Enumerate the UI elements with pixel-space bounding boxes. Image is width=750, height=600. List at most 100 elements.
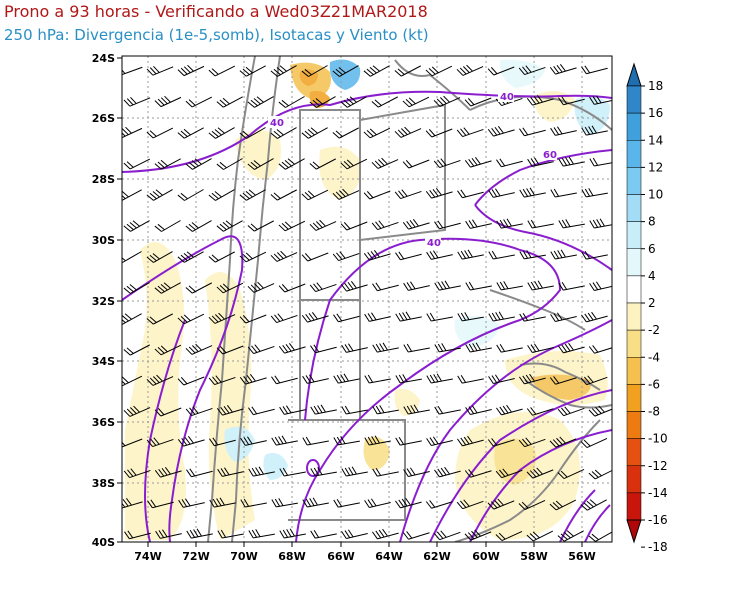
isotach-line <box>584 504 611 542</box>
wind-barb <box>309 158 336 170</box>
wind-barb <box>340 221 368 231</box>
wind-barb <box>123 220 150 232</box>
wind-barb <box>185 343 213 355</box>
wind-barb <box>248 406 275 416</box>
isotach-line <box>399 319 612 542</box>
wind-barb <box>270 65 297 77</box>
lat-label: 40S <box>92 536 115 549</box>
convergence-area <box>394 388 420 416</box>
wind-barb <box>402 159 430 169</box>
wind-barb <box>488 250 515 260</box>
wind-barb <box>154 220 181 232</box>
wind-barb <box>177 436 205 447</box>
wind-barb <box>550 312 577 322</box>
wind-barb <box>147 499 174 509</box>
wind-barb <box>278 96 305 108</box>
wind-barb <box>364 312 391 322</box>
colorbar-bin <box>626 140 642 168</box>
lon-label: 74W <box>134 550 161 563</box>
lon-label: 56W <box>568 550 595 563</box>
isotach-label: 60 <box>543 150 557 161</box>
wind-barb <box>123 344 150 356</box>
wind-barb <box>519 250 546 260</box>
wind-barb <box>426 373 453 384</box>
wind-barb <box>457 435 484 447</box>
wind-barb <box>425 65 453 77</box>
wind-barb <box>589 157 612 167</box>
wind-barb <box>185 406 213 417</box>
wind-barb <box>154 407 182 417</box>
wind-barb <box>248 529 275 539</box>
lon-label: 66W <box>327 550 354 563</box>
wind-barb <box>124 530 151 540</box>
colorbar-label: 16 <box>648 106 663 120</box>
wind-barb <box>581 65 608 75</box>
colorbar-label: -12 <box>648 459 668 473</box>
wind-barb <box>146 189 173 201</box>
wind-barb <box>247 96 274 108</box>
wind-barb <box>216 282 244 294</box>
wind-barb <box>278 343 306 354</box>
wind-barb <box>310 404 337 415</box>
wind-barb <box>526 530 554 542</box>
colorbar-bin <box>626 302 642 331</box>
wind-barb <box>301 65 328 77</box>
lon-label: 64W <box>375 550 402 563</box>
wind-barb <box>216 158 243 170</box>
wind-barb <box>146 65 174 76</box>
colorbar: 18 16 14 12 10 8 6 4 2 -2 -4 -6 -8 -10 -12 -14 -16 -18 <box>626 62 668 554</box>
wind-barb <box>518 65 546 76</box>
colorbar-label: -8 <box>648 405 660 419</box>
wind-barb <box>217 467 244 477</box>
wind-barb <box>364 498 391 508</box>
colorbar-bin <box>626 492 642 521</box>
colorbar-label: 8 <box>648 215 656 229</box>
wind-barb <box>123 405 151 417</box>
wind-barb <box>581 250 608 260</box>
wind-barb <box>550 188 577 198</box>
wind-barb <box>394 189 422 200</box>
colorbar-bin <box>626 384 642 412</box>
colorbar-label: -4 <box>648 350 660 364</box>
wind-barb <box>434 405 461 415</box>
wind-barb <box>301 189 329 201</box>
wind-barb <box>495 530 523 542</box>
wind-barb <box>239 374 267 385</box>
wind-barb <box>302 497 329 508</box>
wind-barb <box>271 498 298 508</box>
wind-barb <box>425 500 453 509</box>
colorbar-label: -18 <box>648 540 668 554</box>
wind-barb <box>239 65 266 77</box>
wind-barb <box>217 529 244 539</box>
wind-barb <box>402 96 430 108</box>
wind-barb <box>465 405 492 415</box>
colorbar-bin <box>626 438 642 466</box>
wind-barb <box>208 127 235 139</box>
wind-barb <box>310 344 337 354</box>
wind-barb <box>301 312 329 323</box>
wind-barb <box>487 498 515 510</box>
wind-barb <box>487 126 515 137</box>
wind-barb <box>518 437 546 448</box>
wind-barb <box>209 497 236 508</box>
wind-barb <box>550 249 577 260</box>
wind-barb <box>456 499 484 510</box>
wind-barb <box>580 499 607 511</box>
uruguay-coast <box>519 362 601 391</box>
wind-barb <box>527 280 554 291</box>
wind-barb <box>589 281 612 291</box>
wind-barb <box>341 466 368 477</box>
wind-barb <box>371 96 398 108</box>
lat-label: 36S <box>92 416 115 429</box>
wind-barb <box>581 188 608 198</box>
wind-barb <box>487 66 515 76</box>
convergence-area <box>319 146 361 200</box>
wind-barb <box>558 281 585 291</box>
wind-barb <box>310 467 337 477</box>
wind-barb <box>403 404 430 415</box>
wind-barb <box>247 220 274 232</box>
lat-label: 26S <box>92 112 115 125</box>
wind-barb <box>186 528 213 539</box>
wind-barb <box>464 529 492 541</box>
wind-barb <box>434 343 461 353</box>
